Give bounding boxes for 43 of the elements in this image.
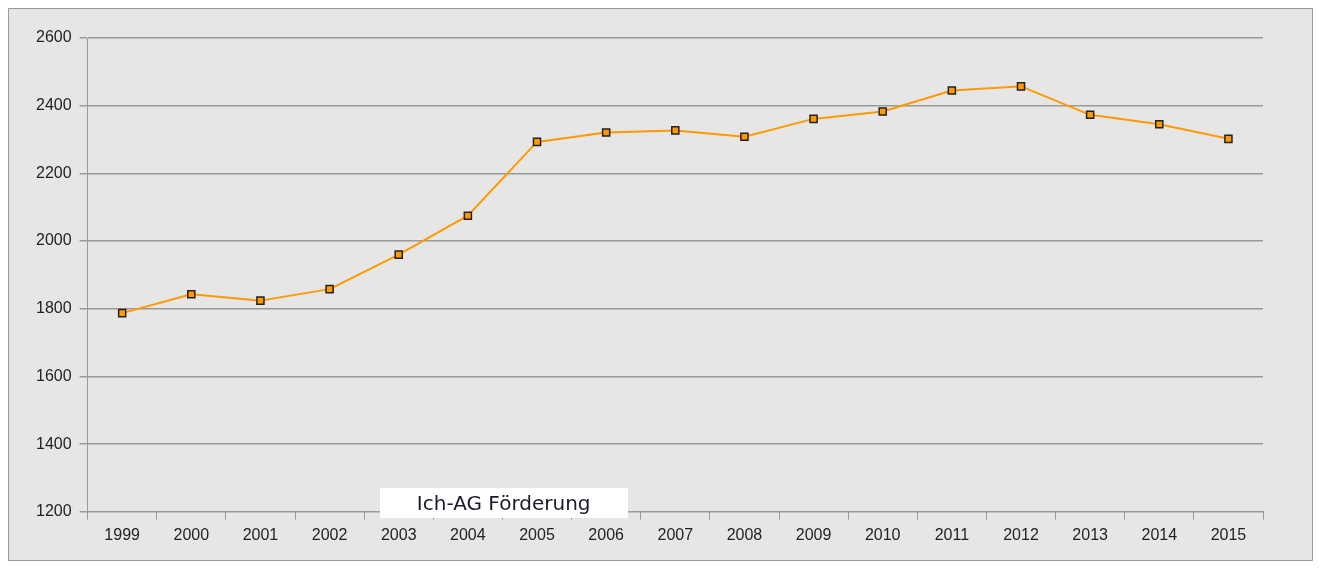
point [601, 128, 611, 137]
x-tick-label: 2014 [1141, 525, 1178, 543]
x-tick-label: 2002 [311, 525, 348, 543]
point [256, 296, 265, 305]
point [878, 107, 888, 116]
point [394, 250, 404, 259]
x-tick-label: 2011 [934, 525, 970, 543]
point [1155, 120, 1164, 129]
y-tick-label: 1800 [36, 299, 72, 317]
point [671, 126, 680, 135]
point [463, 211, 473, 220]
x-tick-label: 1999 [104, 525, 141, 543]
x-tick-label: 2013 [1072, 525, 1109, 543]
y-tick-label: 2200 [36, 163, 72, 181]
point [532, 137, 542, 147]
point [117, 308, 127, 318]
point [740, 132, 749, 142]
point [325, 284, 334, 294]
point [1016, 82, 1026, 91]
y-tick-label: 1400 [36, 434, 72, 452]
x-tick-label: 2000 [173, 525, 210, 543]
y-tick-label: 2600 [36, 28, 72, 46]
y-tick-label: 1200 [36, 502, 72, 520]
x-tick-label: 2006 [588, 525, 625, 543]
x-tick-label: 2015 [1210, 525, 1247, 543]
x-tick-label: 2008 [726, 525, 763, 543]
x-tick-label: 2007 [657, 525, 694, 543]
x-tick-label: 2009 [795, 525, 832, 543]
x-tick-label: 2005 [519, 525, 555, 543]
point [947, 86, 957, 95]
x-tick-label: 2003 [380, 525, 417, 543]
point [1224, 134, 1233, 144]
x-tick-label: 2001 [242, 525, 279, 543]
point [809, 114, 818, 124]
x-tick-label: 2010 [864, 525, 901, 543]
x-tick-label: 2012 [1003, 525, 1039, 543]
y-tick-label: 1600 [36, 366, 72, 384]
x-tick-label: 2004 [450, 525, 486, 543]
y-tick-label: 2000 [36, 231, 72, 249]
point [1085, 110, 1095, 120]
y-tick-label: 2400 [36, 96, 72, 114]
label-box: Ich-AG Förderung [379, 487, 628, 518]
point [187, 289, 196, 299]
